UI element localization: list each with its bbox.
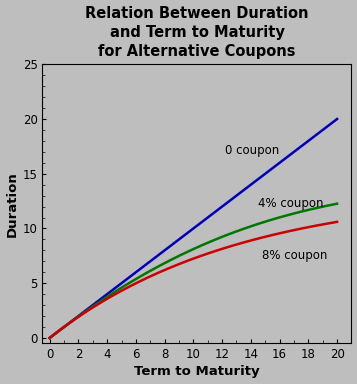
Title: Relation Between Duration
and Term to Maturity
for Alternative Coupons: Relation Between Duration and Term to Ma… — [85, 5, 309, 59]
Text: 0 coupon: 0 coupon — [225, 144, 279, 157]
Text: 4% coupon: 4% coupon — [258, 197, 323, 210]
Y-axis label: Duration: Duration — [6, 171, 19, 237]
Text: 8% coupon: 8% coupon — [262, 249, 328, 262]
X-axis label: Term to Maturity: Term to Maturity — [134, 366, 260, 379]
